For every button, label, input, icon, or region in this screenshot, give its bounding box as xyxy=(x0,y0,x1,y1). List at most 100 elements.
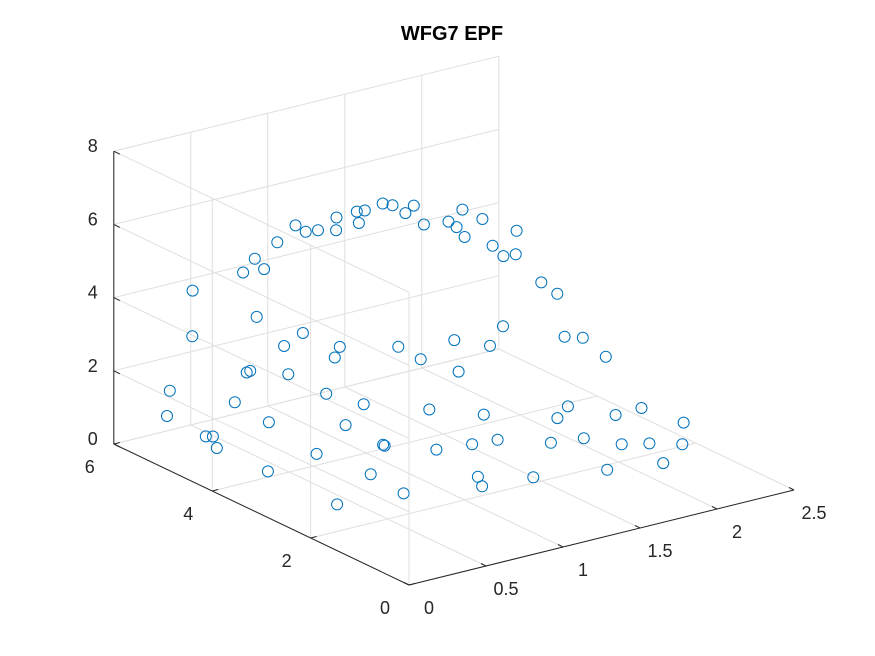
data-point xyxy=(261,465,274,478)
data-point xyxy=(386,199,399,212)
z-tick-mark xyxy=(113,443,121,448)
data-point xyxy=(352,217,365,229)
data-point xyxy=(491,433,504,446)
data-point xyxy=(296,327,309,339)
z-tick-label: 0 xyxy=(88,429,98,449)
z-tick-mark xyxy=(113,297,121,302)
x-tick-mark xyxy=(711,506,718,510)
data-point xyxy=(330,224,343,237)
data-point xyxy=(535,276,548,289)
data-point xyxy=(210,442,223,454)
data-point xyxy=(339,419,352,432)
data-markers xyxy=(161,197,690,511)
data-point xyxy=(676,438,689,451)
x-axis-line xyxy=(408,489,795,586)
x-tick-label: 0 xyxy=(424,598,434,618)
x-tick-label: 2.5 xyxy=(801,503,826,523)
y-tick-mark xyxy=(113,442,120,445)
z-tick-label: 6 xyxy=(88,209,98,229)
data-point xyxy=(476,480,489,493)
data-point xyxy=(392,340,405,353)
x-tick-label: 1 xyxy=(578,560,588,580)
grid-line-z-wall xyxy=(113,223,410,366)
z-tick-mark xyxy=(113,370,121,375)
data-point xyxy=(609,409,622,421)
data-point xyxy=(551,287,564,300)
y-tick-label: 4 xyxy=(183,504,193,524)
grid-line-z-wall xyxy=(113,297,410,440)
data-point xyxy=(497,250,510,263)
data-point xyxy=(466,438,479,451)
data-point xyxy=(497,320,509,333)
data-point xyxy=(237,266,250,279)
data-point xyxy=(477,408,490,421)
grid-line-y-floor xyxy=(310,442,696,539)
data-point xyxy=(635,402,648,414)
grid-line-x-floor xyxy=(267,405,564,548)
x-tick-mark xyxy=(480,563,487,567)
data-point xyxy=(509,248,522,261)
y-tick-label: 6 xyxy=(85,457,95,477)
data-point xyxy=(248,252,261,265)
grid-line-z-back xyxy=(113,202,499,299)
chart-title: WFG7 EPF xyxy=(401,23,503,45)
data-point xyxy=(442,215,455,228)
z-tick-label: 4 xyxy=(88,283,98,303)
data-point xyxy=(476,213,489,225)
data-point xyxy=(310,447,323,460)
z-tick-label: 2 xyxy=(88,356,98,376)
grid-lines xyxy=(113,55,795,586)
z-tick-label: 8 xyxy=(88,136,98,156)
data-point xyxy=(452,365,465,378)
y-tick-label: 0 xyxy=(380,598,390,618)
x-tick-mark xyxy=(634,525,641,529)
data-point xyxy=(377,438,390,451)
data-point xyxy=(399,207,412,220)
grid-line-z-back xyxy=(113,275,499,372)
data-point xyxy=(544,436,557,449)
data-point xyxy=(657,457,670,470)
grid-line-z-wall xyxy=(113,150,410,293)
data-point xyxy=(484,339,496,352)
data-point xyxy=(677,416,690,429)
data-point xyxy=(250,310,263,323)
y-tick-label: 2 xyxy=(282,551,292,571)
data-point xyxy=(312,224,324,237)
data-point xyxy=(328,351,341,364)
data-point xyxy=(244,364,257,377)
data-point xyxy=(262,416,275,429)
grid-line-y-floor xyxy=(212,395,598,492)
data-point xyxy=(376,197,389,210)
grid-line-z-wall xyxy=(113,370,410,513)
x-tick-mark xyxy=(788,487,795,491)
data-point xyxy=(350,205,363,218)
data-point xyxy=(576,331,589,344)
x-tick-label: 0.5 xyxy=(493,579,518,599)
data-point xyxy=(486,239,499,252)
x-tick-label: 2 xyxy=(732,522,742,542)
data-point xyxy=(330,211,343,224)
grid-line-x-floor xyxy=(421,367,718,510)
grid-line-z-back xyxy=(113,348,499,445)
data-point xyxy=(458,231,471,243)
x-tick-mark xyxy=(403,582,410,586)
data-point xyxy=(271,236,284,249)
data-point xyxy=(601,463,614,476)
axis-ticks: 0 0.5 1 1.5 2 2.5 0 2 4 6 0 2 4 6 8 xyxy=(85,136,827,618)
data-point xyxy=(430,443,443,456)
data-point xyxy=(615,438,628,451)
data-point xyxy=(407,199,420,212)
data-point xyxy=(423,403,436,416)
data-point xyxy=(558,330,571,343)
data-point xyxy=(186,284,199,297)
data-point xyxy=(278,340,291,352)
data-point xyxy=(282,368,295,381)
y-tick-mark xyxy=(310,536,317,539)
data-point xyxy=(331,498,344,511)
data-point xyxy=(320,387,333,400)
x-tick-mark xyxy=(557,544,564,548)
data-point xyxy=(289,219,302,232)
data-point xyxy=(358,204,371,217)
data-point xyxy=(450,221,463,234)
